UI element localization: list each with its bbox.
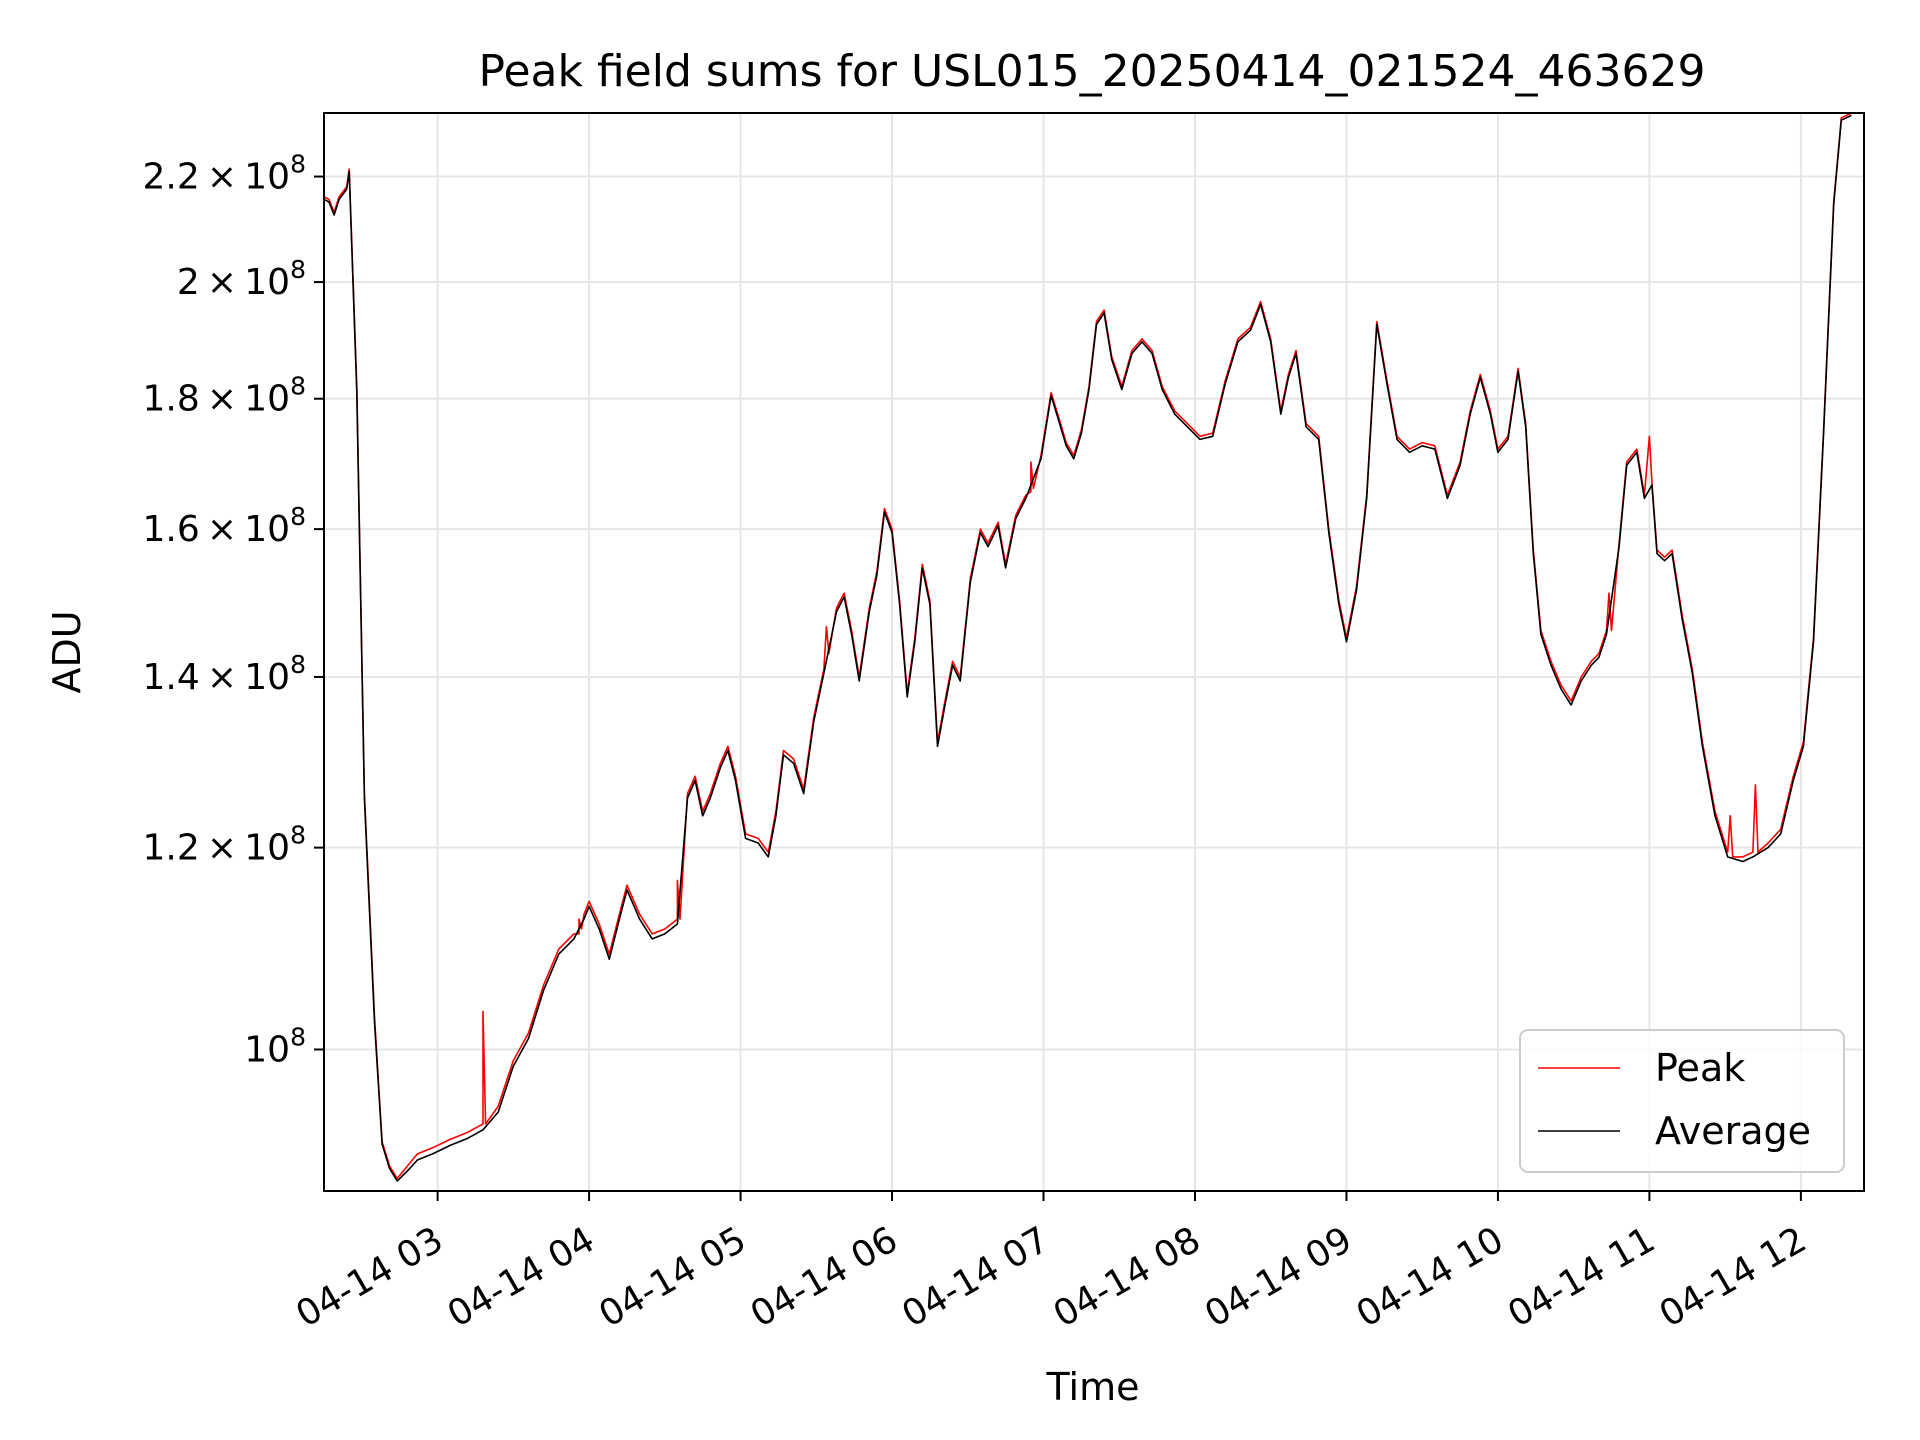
- y-axis: 108 1.2 × 108 1.4 × 108 1.6 × 108 1.8 × 108 2…: [142, 150, 324, 1070]
- series-line-peak: [324, 113, 1852, 1180]
- y-tick-label: 1.8 × 108: [142, 372, 306, 420]
- y-tick-label: 1.6 × 108: [142, 502, 306, 550]
- legend-box: [1519, 1029, 1845, 1173]
- y-tick-label: 1.2 × 108: [142, 821, 306, 869]
- y-axis-label: ADU: [45, 610, 89, 693]
- legend-average-label: Average: [1655, 1109, 1811, 1153]
- legend-peak-label: Peak: [1655, 1046, 1745, 1090]
- plot-frame: [323, 112, 1865, 1192]
- plot-area: [324, 113, 1852, 1182]
- series-layer: [324, 113, 1852, 1182]
- series-line-average: [324, 114, 1852, 1182]
- y-tick-label: 2.2 × 108: [142, 150, 306, 198]
- y-tick-label: 2 × 108: [177, 255, 306, 303]
- y-tick-label: 1.4 × 108: [142, 650, 306, 698]
- legend: Peak Average: [1519, 1029, 1845, 1173]
- y-tick-label: 108: [244, 1022, 306, 1070]
- x-axis-label: Time: [1046, 1365, 1140, 1409]
- chart-title: Peak field sums for USL015_20250414_0215…: [479, 46, 1706, 97]
